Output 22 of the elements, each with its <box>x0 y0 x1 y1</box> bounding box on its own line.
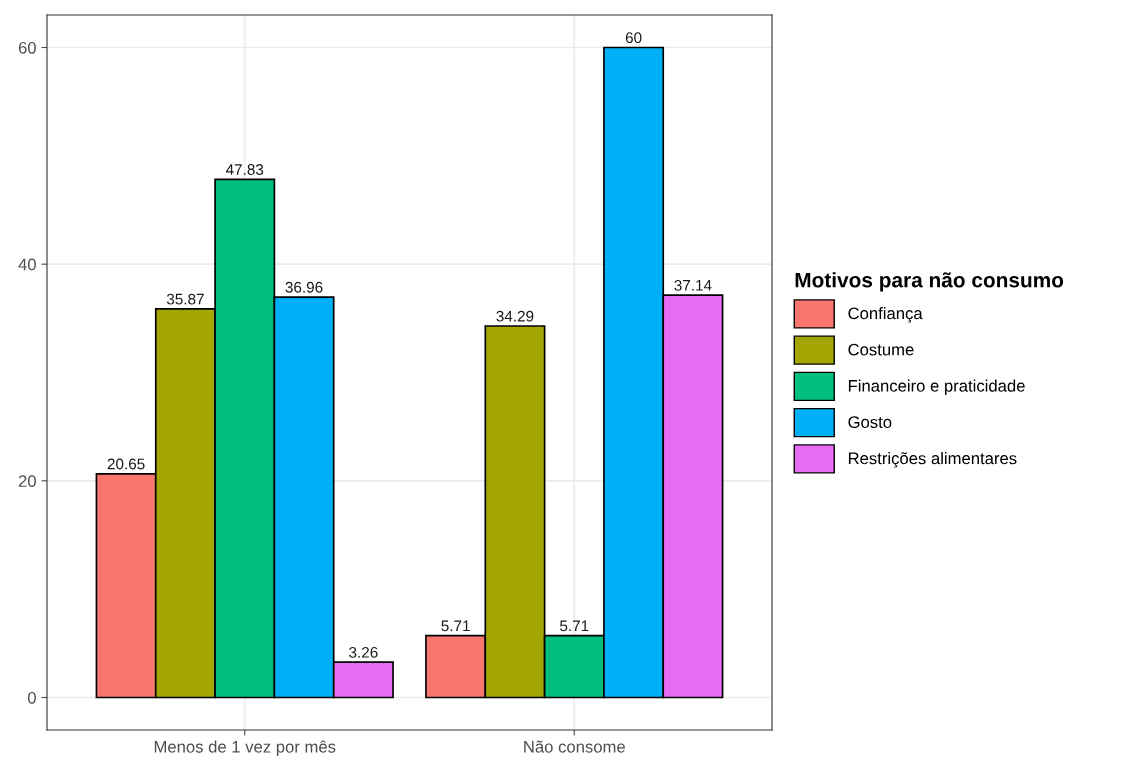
y-tick-label: 20 <box>18 475 36 488</box>
data-label: 20.65 <box>107 458 145 470</box>
y-tick-label: 0 <box>27 691 36 704</box>
legend-label: Confiança <box>848 307 923 323</box>
data-label: 36.96 <box>285 281 323 293</box>
x-tick-label: Não consome <box>524 740 625 753</box>
data-label: 5.71 <box>441 620 470 632</box>
data-label: 34.29 <box>496 310 534 322</box>
y-tick-label: 40 <box>18 258 36 271</box>
legend-label: Gosto <box>848 416 892 428</box>
data-label: 37.14 <box>674 279 712 291</box>
data-label: 35.87 <box>166 293 204 305</box>
y-tick-label: 60 <box>18 41 36 54</box>
legend-title: Motivos para não consumo <box>795 272 1064 292</box>
data-label: 60 <box>625 32 642 44</box>
data-label: 47.83 <box>225 164 264 175</box>
x-tick-label: Menos de 1 vez por mês <box>154 740 336 757</box>
data-label: 3.26 <box>349 646 378 658</box>
data-label: 5.71 <box>560 620 589 632</box>
legend-label: Restrições alimentares <box>848 452 1017 468</box>
legend-label: Costume <box>848 343 914 356</box>
legend-label: Financeiro e praticidade <box>848 379 1025 396</box>
